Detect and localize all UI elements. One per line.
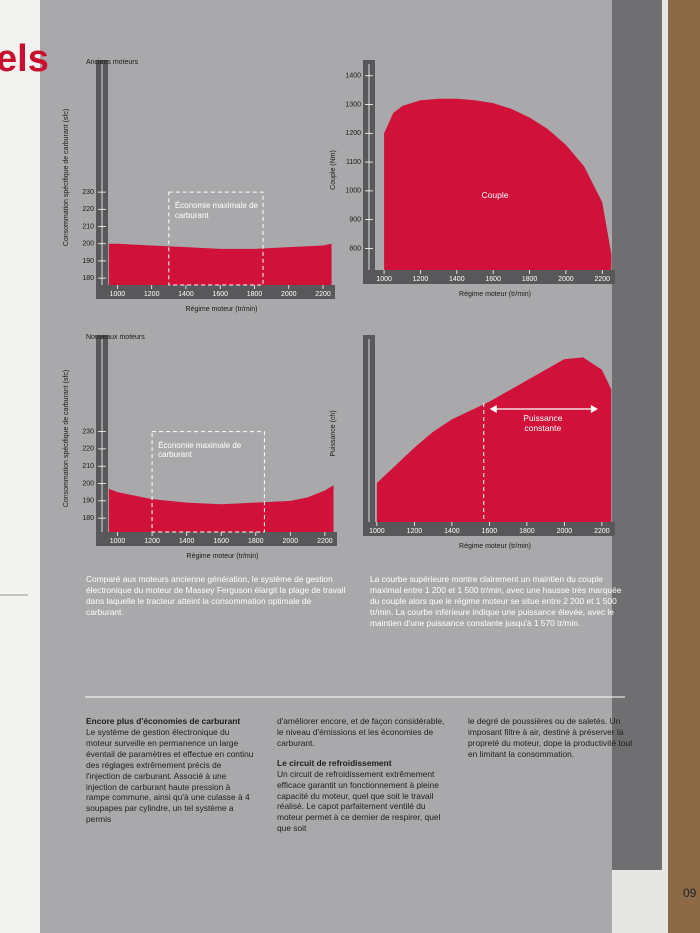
area: [376, 357, 612, 522]
caption: La courbe supérieure montre clairement u…: [370, 574, 622, 628]
y-axis-label: Consommation spécifique de carburant (sf…: [63, 370, 70, 507]
y-tick-label: 180: [82, 515, 94, 522]
y-tick-label: 190: [82, 258, 94, 265]
y-tick-label: 1100: [346, 159, 361, 166]
x-tick-label: 1200: [144, 291, 160, 298]
paragraph: Le système de gestion électronique du mo…: [86, 726, 254, 825]
x-tick-label: 1800: [248, 538, 264, 545]
y-tick-label: 200: [82, 480, 94, 487]
x-tick-label: 2000: [558, 276, 574, 283]
text-column: d'améliorer encore, et de façon considér…: [277, 716, 445, 843]
x-tick-label: 1800: [247, 291, 263, 298]
x-tick-label: 1400: [449, 276, 465, 283]
paragraph: Un circuit de refroidissement extrêmemen…: [277, 768, 441, 834]
area: [108, 243, 332, 285]
area: [108, 485, 334, 532]
arrow-head: [489, 405, 497, 413]
x-axis-band: [96, 285, 335, 299]
x-tick-label: 1800: [522, 276, 538, 283]
y-tick-label: 1200: [345, 130, 361, 137]
caption: Comparé aux moteurs ancienne génération,…: [86, 574, 346, 617]
x-tick-label: 1400: [444, 528, 460, 535]
paragraph: d'améliorer encore, et de façon considér…: [277, 716, 445, 748]
paragraph: le degré de poussières ou de saletés. Un…: [468, 716, 633, 759]
y-tick-label: 900: [349, 216, 361, 223]
x-tick-label: 1200: [144, 538, 160, 545]
box-label: Économie maximale de carburant: [174, 201, 258, 220]
x-tick-label: 1400: [178, 291, 194, 298]
box-label: Économie maximale de carburant: [158, 440, 242, 460]
x-axis-band: [363, 522, 615, 536]
area: [384, 98, 612, 270]
left-page: [0, 0, 40, 933]
dark-strip: [612, 0, 662, 870]
x-axis-label: Régime moteur (tr/min): [186, 306, 258, 313]
text-column: le degré de poussières ou de saletés. Un…: [468, 716, 636, 769]
left-heading: els: [0, 38, 49, 80]
x-tick-label: 2000: [557, 528, 573, 535]
x-tick-label: 1200: [413, 276, 429, 283]
section-heading: Encore plus d'économies de carburant: [86, 716, 241, 726]
y-axis-label: Couple (Nm): [330, 150, 337, 190]
chart-title: Nouveaux moteurs: [86, 334, 145, 341]
x-tick-label: 1800: [519, 528, 535, 535]
y-tick-label: 190: [82, 498, 94, 505]
y-tick-label: 230: [82, 428, 94, 435]
section-heading: Le circuit de refroidissement: [277, 757, 392, 768]
economy-box: [168, 191, 264, 286]
x-axis-label: Régime moteur (tr/min): [187, 553, 259, 560]
x-tick-label: 1000: [110, 291, 126, 298]
range-label: Puissance constante: [523, 413, 563, 434]
x-tick-label: 2200: [315, 291, 331, 298]
y-tick-label: 1300: [345, 101, 361, 108]
x-tick-label: 1600: [485, 276, 501, 283]
x-tick-label: 2200: [317, 538, 333, 545]
arrow-head: [590, 405, 598, 413]
y-tick-label: 230: [82, 189, 94, 196]
x-tick-label: 1000: [376, 276, 392, 283]
x-tick-label: 1000: [369, 528, 385, 535]
x-tick-label: 1000: [110, 538, 126, 545]
x-tick-label: 1600: [213, 538, 229, 545]
y-tick-label: 200: [82, 241, 94, 248]
y-tick-label: 210: [82, 223, 94, 230]
y-axis-label: Puissance (ch): [330, 410, 337, 456]
economy-box: [151, 431, 265, 533]
x-tick-label: 1600: [482, 528, 498, 535]
x-tick-label: 2200: [594, 276, 610, 283]
y-axis-label: Consommation spécifique de carburant (sf…: [63, 109, 70, 246]
x-tick-label: 2200: [594, 528, 610, 535]
x-tick-label: 1400: [179, 538, 195, 545]
x-tick-label: 2000: [281, 291, 297, 298]
y-tick-label: 210: [82, 463, 94, 470]
y-tick-label: 220: [82, 446, 94, 453]
page-number: 09: [683, 886, 697, 900]
x-tick-label: 1600: [212, 291, 228, 298]
y-tick-label: 180: [82, 275, 94, 282]
chart-title: Anciens moteurs: [86, 59, 139, 66]
x-axis-label: Régime moteur (tr/min): [459, 291, 531, 298]
y-tick-label: 800: [349, 245, 361, 252]
y-tick-label: 220: [82, 206, 94, 213]
x-tick-label: 1200: [407, 528, 423, 535]
x-axis-band: [363, 270, 615, 284]
y-tick-label: 1400: [345, 73, 361, 80]
area-label: Couple: [481, 190, 509, 200]
y-tick-label: 1000: [345, 188, 361, 195]
x-axis-label: Régime moteur (tr/min): [459, 543, 531, 550]
x-axis-band: [96, 532, 337, 546]
x-tick-label: 2000: [283, 538, 299, 545]
text-column: Encore plus d'économies de carburant Le s…: [86, 716, 254, 834]
